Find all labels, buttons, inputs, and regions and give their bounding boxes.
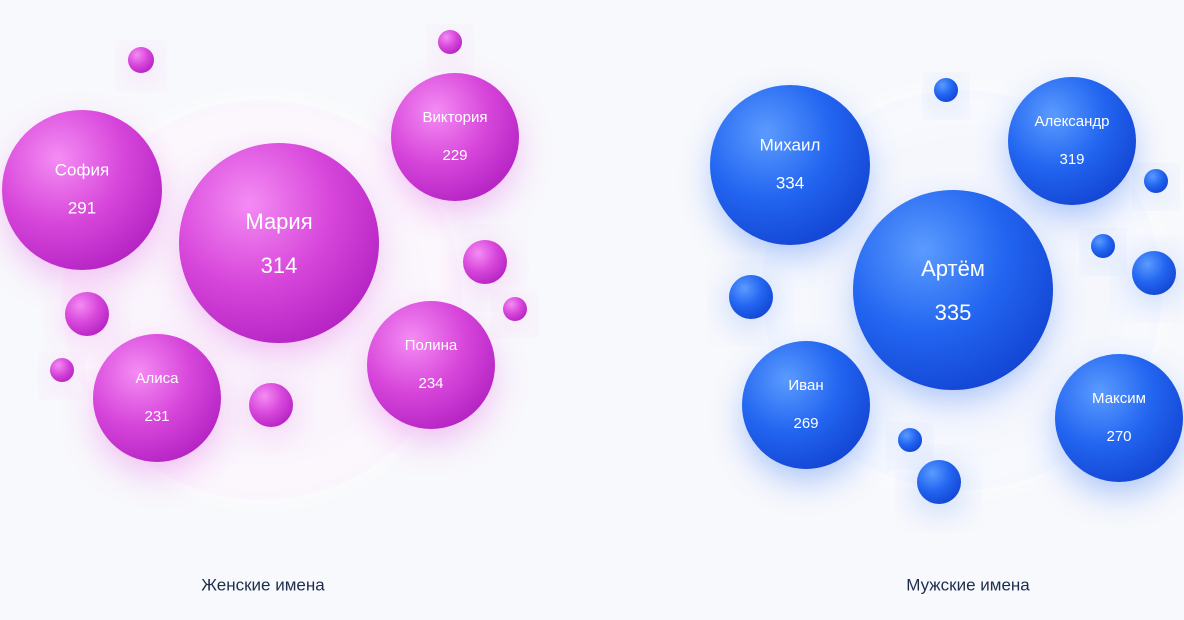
- bubble-name: Александр: [1034, 113, 1109, 130]
- bubble-circle: [93, 334, 221, 462]
- bubble: Мария 314: [179, 143, 379, 352]
- decor-ball: [249, 383, 293, 427]
- decor-ball: [898, 428, 922, 452]
- bubble-name: Максим: [1092, 390, 1146, 407]
- bubble-circle: [1055, 354, 1183, 482]
- bubble: Иван 269: [742, 341, 870, 480]
- bubble: Виктория 229: [391, 73, 519, 212]
- bubble: Алиса 231: [93, 334, 221, 473]
- bubble-circle: [1008, 77, 1136, 205]
- bubble-name: Артём: [921, 256, 985, 281]
- decor-ball: [729, 275, 773, 319]
- bubble-name: Михаил: [760, 135, 821, 154]
- bubble-count: 291: [68, 198, 96, 217]
- caption: Женские имена: [201, 575, 325, 594]
- decor-ball: [65, 292, 109, 336]
- bubble: София 291: [2, 110, 162, 280]
- bubble-count: 270: [1106, 428, 1131, 445]
- bubble-count: 314: [261, 253, 298, 278]
- bubble: Артём 335: [853, 190, 1053, 399]
- bubble-name: Мария: [245, 209, 312, 234]
- decor-ball: [128, 47, 154, 73]
- bubble-count: 229: [442, 147, 467, 164]
- bubble-count: 269: [793, 415, 818, 432]
- bubble-count: 231: [144, 408, 169, 425]
- decor-ball: [503, 297, 527, 321]
- decor-ball: [463, 240, 507, 284]
- bubble-circle: [367, 301, 495, 429]
- bubble-name: Алиса: [136, 370, 180, 387]
- bubble: Михаил 334: [710, 85, 870, 255]
- bubble-name: Иван: [788, 377, 823, 394]
- decor-ball: [1091, 234, 1115, 258]
- bubbles: София 291 Мария 314 Виктория 229 Алиса 231 Полин…: [2, 30, 1183, 510]
- bubble-circle: [179, 143, 379, 343]
- bubble-circle: [2, 110, 162, 270]
- decor-ball: [1132, 251, 1176, 295]
- decor-ball: [934, 78, 958, 102]
- bubble-count: 335: [935, 300, 972, 325]
- bubble: Максим 270: [1055, 354, 1183, 493]
- bubble-count: 319: [1059, 151, 1084, 168]
- bubble-circle: [710, 85, 870, 245]
- bubble-count: 234: [418, 375, 443, 392]
- decor-ball: [50, 358, 74, 382]
- bubble-circle: [742, 341, 870, 469]
- bubble-count: 334: [776, 173, 804, 192]
- decor-ball: [438, 30, 462, 54]
- bubble-name: София: [55, 160, 109, 179]
- bubble-name: Полина: [405, 337, 458, 354]
- decor-ball: [1144, 169, 1168, 193]
- bubble-name: Виктория: [422, 109, 487, 126]
- decor-ball: [917, 460, 961, 504]
- bubble: Полина 234: [367, 301, 495, 440]
- bubble: Александр 319: [1008, 77, 1136, 216]
- bubble-circle: [853, 190, 1053, 390]
- caption: Мужские имена: [906, 575, 1030, 594]
- bubble-circle: [391, 73, 519, 201]
